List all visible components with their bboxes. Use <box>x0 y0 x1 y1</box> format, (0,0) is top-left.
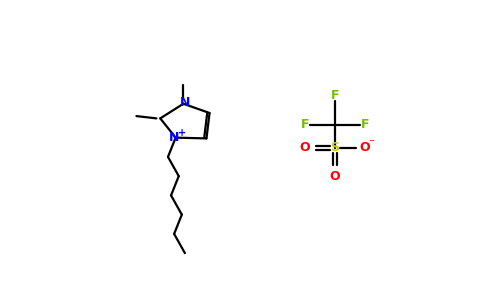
Text: ⁻: ⁻ <box>368 138 374 148</box>
Text: F: F <box>301 118 309 131</box>
Text: O: O <box>300 141 310 154</box>
Text: F: F <box>361 118 369 131</box>
Text: N: N <box>180 97 190 110</box>
Text: N: N <box>169 131 179 144</box>
Text: O: O <box>330 170 340 183</box>
Text: F: F <box>331 89 339 102</box>
Text: +: + <box>178 128 186 138</box>
Text: O: O <box>360 141 370 154</box>
Text: S: S <box>331 141 340 154</box>
